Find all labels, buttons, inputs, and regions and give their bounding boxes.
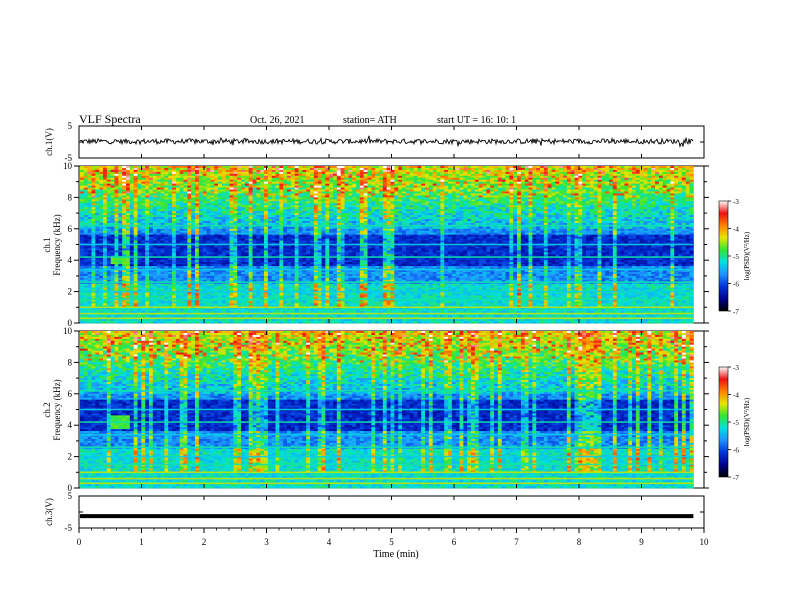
ch1-wave-tick-top: 5 <box>68 121 73 131</box>
date-label: Oct. 26, 2021 <box>250 115 304 126</box>
figure-title: VLF Spectra <box>79 112 141 126</box>
station-label: station= ATH <box>343 115 397 126</box>
ch1-waveform-panel: 5 -5 ch.1(V) <box>44 121 704 163</box>
ch1-spectrogram-image <box>80 166 694 323</box>
start-time-label: start UT = 16: 10: 1 <box>437 115 516 126</box>
ch1-wave-ylabel: ch.1(V) <box>44 128 54 156</box>
